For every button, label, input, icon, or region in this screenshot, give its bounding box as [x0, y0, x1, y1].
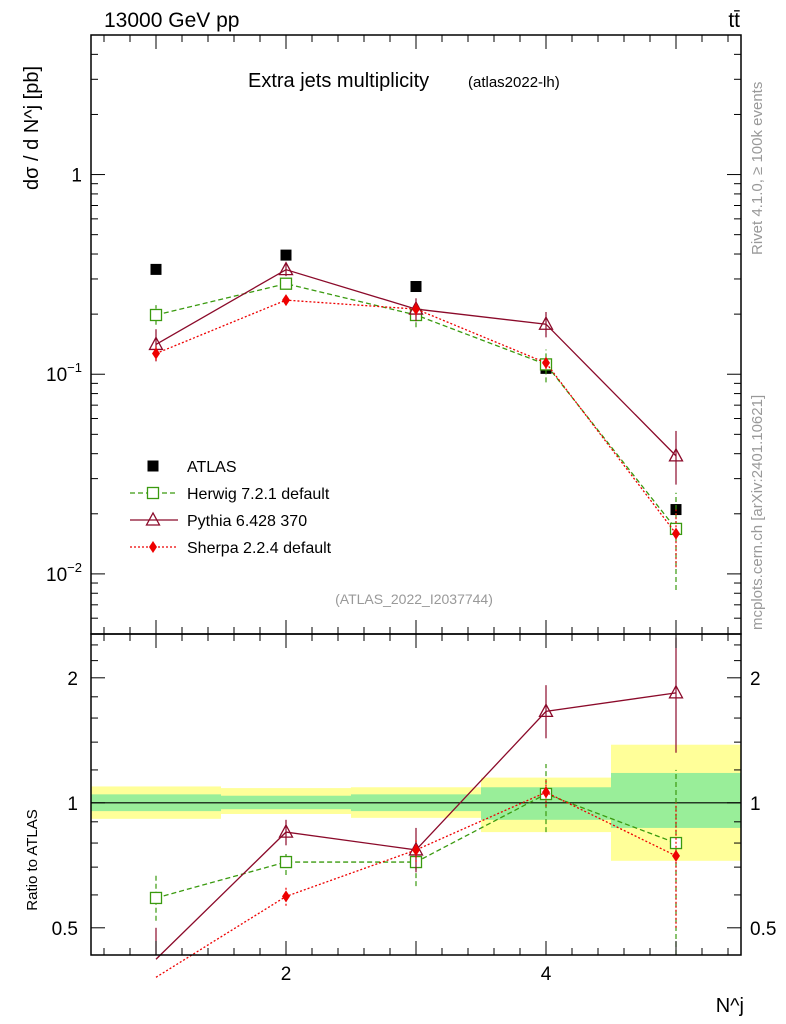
legend-pythia-marker: [145, 511, 161, 526]
legend-herwig-marker: [146, 486, 160, 500]
main-sherpa-point: [672, 527, 680, 540]
main-sherpa-line: [155, 299, 677, 535]
main-sherpa-point: [412, 303, 420, 316]
ratio-y-axis-label: Ratio to ATLAS: [24, 809, 41, 910]
legend-sherpa-label: Sherpa 2.2.4 default: [187, 540, 332, 557]
main-sherpa-point: [282, 294, 290, 307]
process-label: tt̄: [728, 9, 740, 32]
ratio-sherpa-point: [672, 849, 680, 862]
main-sherpa-point: [152, 347, 160, 360]
mcplots-label: mcplots.cern.ch [arXiv:2401.10621]: [749, 395, 766, 630]
legend-sherpa-marker: [149, 541, 157, 553]
main-pythia-point: [538, 315, 554, 330]
x-axis-label: N^j: [716, 995, 744, 1017]
main-pythia-point: [278, 261, 294, 276]
main-y-axis-label: dσ / d N^j [pb]: [21, 66, 43, 190]
ratio-pythia-point: [538, 703, 554, 718]
rivet-label: Rivet 4.1.0, ≥ 100k events: [749, 82, 766, 255]
main-y-tick-label: 10−1: [46, 360, 82, 386]
ratio-sherpa-line: [155, 791, 677, 978]
ratio-herwig-point: [279, 855, 293, 869]
ratio-pythia-point: [668, 684, 684, 699]
main-y-tick-label: 1: [71, 166, 82, 187]
main-pythia-point: [668, 447, 684, 462]
ratio-y-tick-label-left: 2: [67, 669, 78, 690]
analysis-watermark: (ATLAS_2022_I2037744): [335, 591, 493, 607]
chart-title: Extra jets multiplicity: [248, 70, 429, 92]
ratio-y-tick-label-left: 1: [67, 794, 78, 815]
x-tick-label: 4: [541, 964, 552, 985]
ratio-herwig-point: [149, 891, 163, 905]
ratio-pythia-point: [278, 823, 294, 838]
ratio-sherpa-point: [542, 786, 550, 799]
legend-atlas-marker: [147, 460, 159, 472]
main-herwig-point: [149, 308, 163, 322]
chart-subtitle: (atlas2022-lh): [468, 74, 560, 91]
main-sherpa-point: [542, 356, 550, 369]
legend-atlas-label: ATLAS: [187, 459, 237, 476]
x-tick-label: 2: [281, 964, 292, 985]
ratio-sherpa-point: [282, 890, 290, 903]
ratio-y-tick-label-left: 0.5: [52, 919, 78, 940]
ratio-y-tick-label-right: 1: [750, 794, 761, 815]
main-atlas-point: [410, 281, 422, 293]
ratio-y-tick-label-right: 2: [750, 669, 761, 690]
legend-pythia-label: Pythia 6.428 370: [187, 513, 307, 530]
ratio-plot-frame: [90, 633, 742, 956]
ratio-y-tick-label-right: 0.5: [750, 919, 776, 940]
main-atlas-point: [150, 263, 162, 275]
main-pythia-line: [155, 268, 677, 457]
energy-label: 13000 GeV pp: [104, 9, 239, 32]
ratio-sherpa-point: [412, 843, 420, 856]
legend-herwig-label: Herwig 7.2.1 default: [187, 486, 330, 503]
main-atlas-point: [280, 249, 292, 261]
main-y-tick-label: 10−2: [46, 560, 82, 586]
main-herwig-point: [279, 277, 293, 290]
